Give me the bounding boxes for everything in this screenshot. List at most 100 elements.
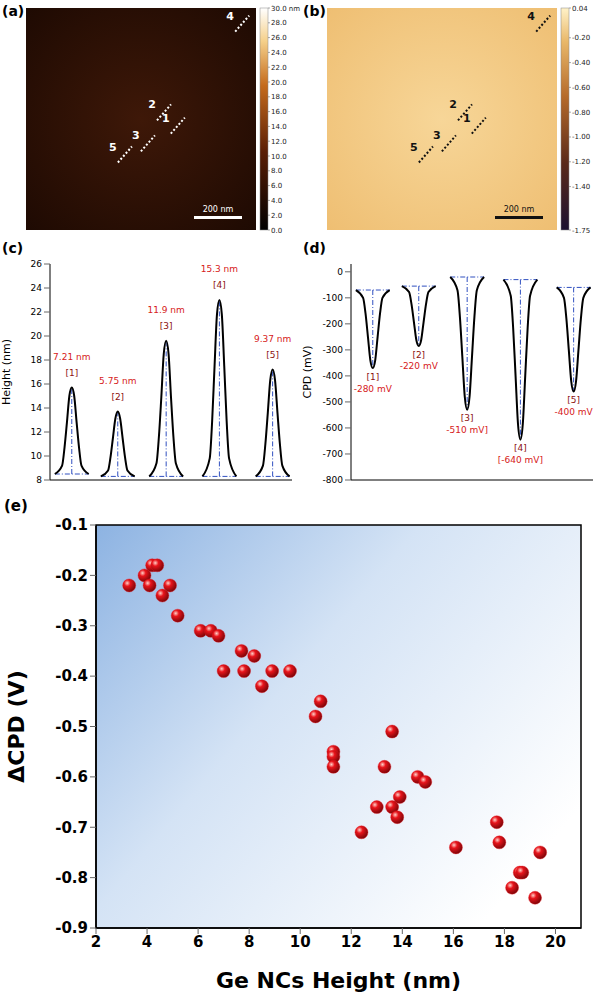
svg-text:[2]: [2] — [111, 392, 124, 402]
svg-text:-0.6: -0.6 — [55, 768, 88, 786]
svg-text:20.0: 20.0 — [271, 79, 287, 87]
svg-text:15.3 nm: 15.3 nm — [201, 264, 238, 274]
svg-text:5: 5 — [410, 141, 418, 154]
svg-text:[4]: [4] — [514, 443, 527, 453]
svg-text:0: 0 — [337, 267, 343, 277]
svg-text:14: 14 — [31, 403, 43, 413]
svg-text:8.0: 8.0 — [271, 167, 282, 175]
svg-text:12.0: 12.0 — [271, 138, 287, 146]
svg-text:-0.7: -0.7 — [55, 819, 88, 837]
svg-text:-0.2: -0.2 — [55, 567, 88, 585]
svg-text:8: 8 — [244, 933, 254, 951]
svg-text:12: 12 — [31, 427, 42, 437]
svg-text:-0.1: -0.1 — [55, 516, 88, 534]
svg-text:20: 20 — [545, 933, 566, 951]
svg-text:18: 18 — [494, 933, 515, 951]
svg-text:18: 18 — [31, 355, 43, 365]
svg-text:200 nm: 200 nm — [203, 205, 234, 214]
svg-text:7.21 nm: 7.21 nm — [53, 352, 90, 362]
svg-text:10: 10 — [290, 933, 311, 951]
svg-text:-0.80: -0.80 — [572, 109, 590, 117]
svg-text:-1.40: -1.40 — [572, 183, 590, 191]
svg-text:0.04: 0.04 — [572, 5, 588, 13]
svg-text:3: 3 — [433, 129, 441, 142]
svg-text:-0.60: -0.60 — [572, 84, 590, 92]
svg-text:2: 2 — [148, 98, 156, 111]
svg-text:8: 8 — [36, 475, 42, 485]
svg-text:16.0: 16.0 — [271, 108, 287, 116]
svg-text:16: 16 — [31, 379, 43, 389]
svg-text:-0.8: -0.8 — [55, 869, 88, 887]
svg-text:24: 24 — [31, 283, 43, 293]
svg-text:-0.9: -0.9 — [55, 919, 88, 937]
svg-text:-1.20: -1.20 — [572, 158, 590, 166]
svg-text:-100: -100 — [323, 293, 344, 303]
svg-text:4: 4 — [142, 933, 152, 951]
svg-text:-0.3: -0.3 — [55, 617, 88, 635]
svg-text:-1.75: -1.75 — [572, 227, 590, 235]
svg-text:5: 5 — [109, 141, 117, 154]
svg-text:30.0 nm: 30.0 nm — [271, 5, 300, 13]
svg-text:9.37 nm: 9.37 nm — [254, 334, 291, 344]
html-text:(e): (e) — [4, 497, 28, 515]
svg-text:(a): (a) — [2, 3, 24, 19]
svg-text:[2]: [2] — [412, 350, 425, 360]
svg-text:-220 mV: -220 mV — [400, 361, 439, 371]
svg-text:28.0: 28.0 — [271, 19, 287, 27]
svg-text:10: 10 — [31, 451, 43, 461]
svg-text:-0.5: -0.5 — [55, 718, 88, 736]
svg-text:-0.40: -0.40 — [572, 59, 590, 67]
svg-text:20: 20 — [31, 331, 43, 341]
svg-text:[5]: [5] — [567, 395, 580, 405]
svg-text:6: 6 — [193, 933, 203, 951]
svg-text:[1]: [1] — [65, 368, 78, 378]
svg-text:[5]: [5] — [266, 350, 279, 360]
svg-text:-400 mV: -400 mV — [555, 407, 593, 417]
svg-text:14.0: 14.0 — [271, 123, 287, 131]
svg-text:-500: -500 — [323, 397, 344, 407]
svg-text:22.0: 22.0 — [271, 64, 287, 72]
svg-text:-600: -600 — [323, 423, 344, 433]
svg-text:[3]: [3] — [160, 321, 173, 331]
svg-text:Height (nm): Height (nm) — [0, 339, 13, 405]
svg-text:22: 22 — [31, 307, 42, 317]
svg-text:2: 2 — [449, 98, 457, 111]
svg-text:CPD (mV): CPD (mV) — [301, 345, 314, 398]
svg-text:-0.20: -0.20 — [572, 34, 590, 42]
svg-text:[-640 mV]: [-640 mV] — [498, 455, 543, 465]
svg-text:24.0: 24.0 — [271, 49, 287, 57]
svg-text:3: 3 — [132, 129, 140, 142]
svg-text:4.0: 4.0 — [271, 197, 282, 205]
svg-text:26: 26 — [31, 259, 43, 269]
svg-text:-300: -300 — [323, 345, 344, 355]
svg-text:[3]: [3] — [461, 413, 474, 423]
svg-text:11.9 nm: 11.9 nm — [147, 305, 184, 315]
svg-text:4: 4 — [226, 10, 234, 23]
svg-text:-1.00: -1.00 — [572, 133, 590, 141]
svg-text:(b): (b) — [303, 3, 326, 19]
svg-text:[4]: [4] — [213, 280, 226, 290]
svg-text:5.75 nm: 5.75 nm — [99, 376, 136, 386]
svg-text:-280 mV: -280 mV — [354, 384, 393, 394]
svg-text:-800: -800 — [323, 475, 344, 485]
svg-text:[1]: [1] — [366, 372, 379, 382]
svg-text:2: 2 — [91, 933, 101, 951]
svg-text:200 nm: 200 nm — [504, 205, 535, 214]
svg-text:18.0: 18.0 — [271, 93, 287, 101]
svg-text:0.0: 0.0 — [271, 227, 282, 235]
svg-text:ΔCPD (V): ΔCPD (V) — [4, 670, 29, 782]
svg-text:14: 14 — [392, 933, 413, 951]
svg-text:12: 12 — [341, 933, 362, 951]
svg-text:-400: -400 — [323, 371, 344, 381]
svg-text:-700: -700 — [323, 449, 344, 459]
svg-text:4: 4 — [527, 10, 535, 23]
svg-text:2.0: 2.0 — [271, 212, 282, 220]
svg-text:-0.4: -0.4 — [55, 667, 88, 685]
svg-text:26.0: 26.0 — [271, 34, 287, 42]
svg-text:10.0: 10.0 — [271, 153, 287, 161]
svg-text:6.0: 6.0 — [271, 182, 282, 190]
svg-text:Ge NCs Height (nm): Ge NCs Height (nm) — [216, 968, 461, 993]
svg-text:16: 16 — [443, 933, 464, 951]
svg-text:-200: -200 — [323, 319, 344, 329]
svg-text:-510 mV]: -510 mV] — [446, 425, 488, 435]
